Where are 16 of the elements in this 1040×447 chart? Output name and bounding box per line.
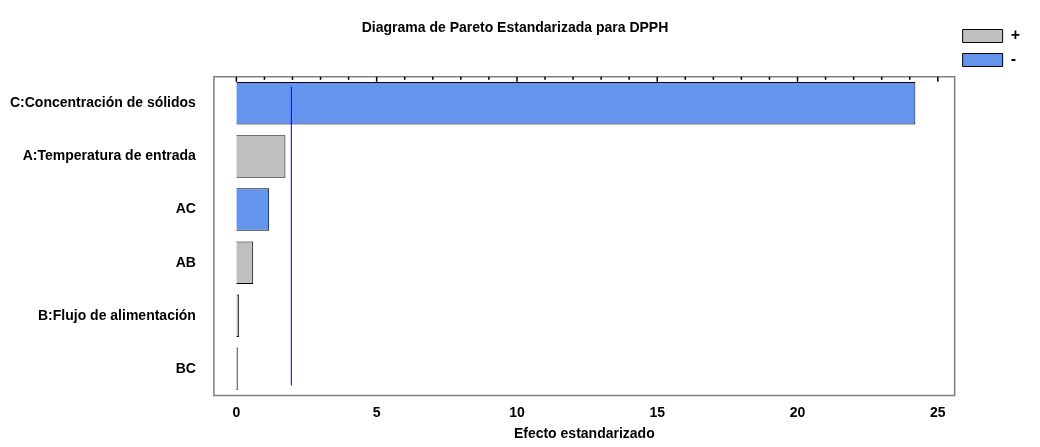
x-tick-label: 20 (789, 403, 806, 420)
x-tick-label: 15 (649, 403, 666, 420)
x-tick-label: 0 (232, 403, 241, 420)
y-tick-label: AC (175, 200, 196, 217)
x-tick-label: 10 (509, 403, 525, 420)
y-tick-label: BC (175, 359, 196, 376)
legend-label: - (1010, 50, 1016, 68)
legend-label: + (1010, 26, 1020, 44)
chart-title: Diagrama de Pareto Estandarizada para DPPH (361, 19, 669, 36)
y-tick-label: C:Concentración de sólidos (9, 94, 197, 111)
x-axis-title: Efecto estandarizado (513, 425, 655, 442)
x-tick-label: 5 (372, 403, 381, 420)
x-tick-label: 25 (930, 403, 946, 420)
y-tick-label: B:Flujo de alimentación (38, 306, 196, 323)
y-tick-label: AB (175, 253, 196, 270)
y-tick-label: A:Temperatura de entrada (22, 147, 197, 164)
